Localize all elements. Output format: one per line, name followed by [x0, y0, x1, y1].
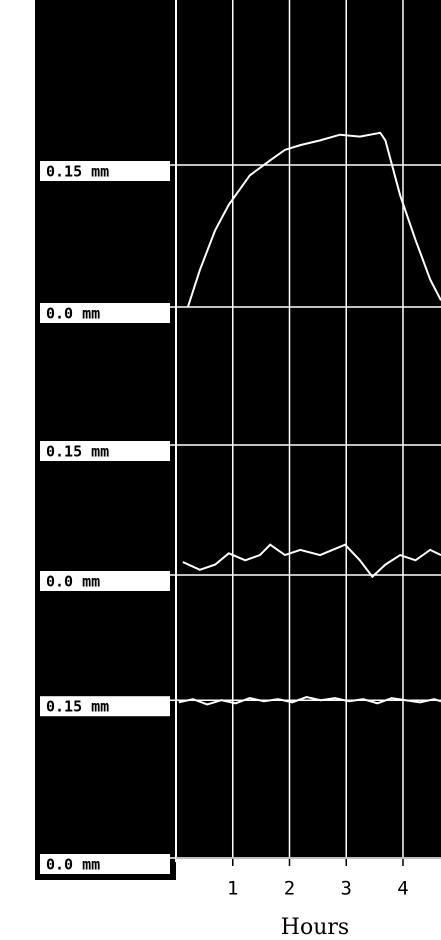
axis-strip: [176, 858, 441, 888]
x-tick-label: 1: [227, 878, 238, 900]
y-tick-label: 0.0 mm: [46, 305, 100, 323]
x-tick-label: 2: [284, 878, 295, 900]
trace: [178, 696, 441, 706]
x-tick-label: 3: [341, 878, 352, 900]
tick-label-box: [40, 303, 170, 323]
trace: [186, 131, 441, 308]
background-left: [35, 0, 441, 880]
tick-label-box: [40, 161, 170, 181]
y-tick-label: 0.15 mm: [46, 698, 109, 716]
x-axis-label: Hours: [281, 915, 349, 940]
y-tick-label: 0.0 mm: [46, 573, 100, 591]
tick-label-box: [40, 441, 170, 461]
tick-label-box: [40, 696, 170, 717]
y-tick-label: 0.15 mm: [46, 443, 109, 461]
tick-label-box: [40, 854, 170, 874]
y-tick-label: 0.15 mm: [46, 163, 109, 181]
tick-label-box: [40, 571, 170, 591]
y-tick-label: 0.0 mm: [46, 856, 100, 874]
trace: [182, 543, 441, 579]
x-tick-label: 4: [397, 878, 408, 900]
